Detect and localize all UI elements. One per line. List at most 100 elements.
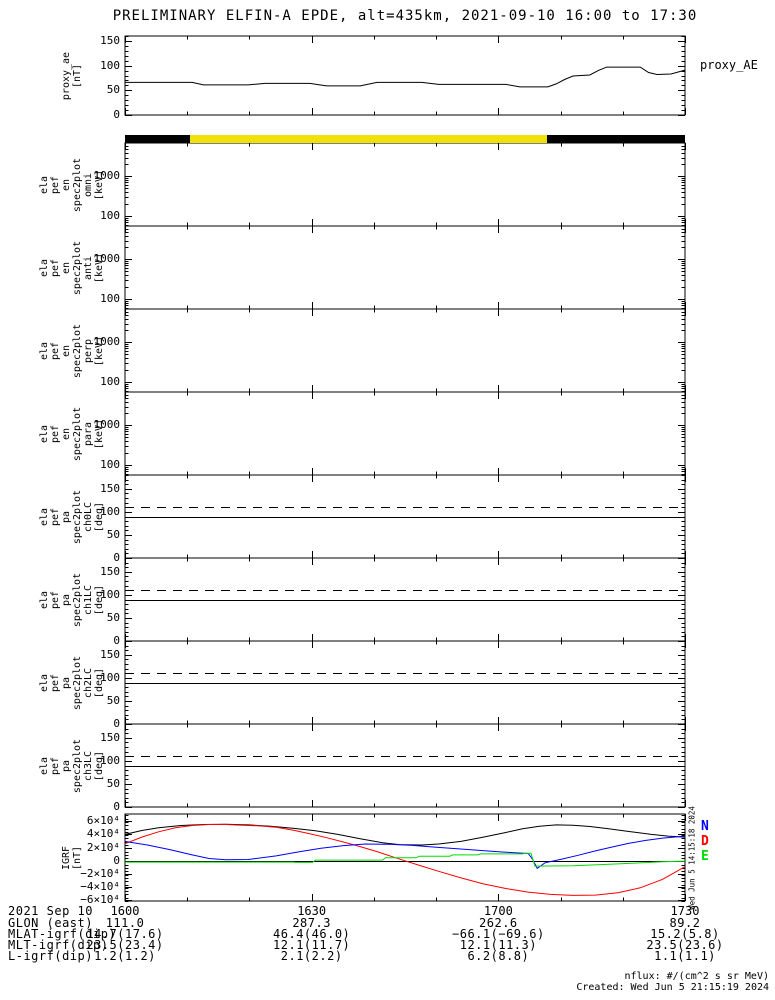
ephemeris-value-2-0: 23.5(23.4) [86,938,164,952]
nflux-units-note: nflux: #/(cm^2 s sr MeV) [624,971,770,982]
panel-en_spec_omni [124,142,686,227]
panel-pa_spec_ch0 [124,474,686,559]
ephemeris-row-label-3: L-igrf(dip) [8,949,93,963]
ephemeris-value-1-0: 14.7(17.6) [86,927,164,941]
status-bar-segment-1 [189,135,548,143]
panel-proxy_ae [124,35,686,116]
en_spec_omni-ytick-1000: 1000 [93,169,121,183]
pa_spec_ch0-axis-title-wrap: ela pef pa spec2plot ch0LC [deg] [28,475,116,558]
ephemeris-value-0-0: 111.0 [105,916,145,930]
proxy_ae-ytick-150: 150 [100,33,120,47]
igrf-series-D [124,824,686,896]
pa_spec_ch2-axis-title: ela pef pa spec2plot ch2LC [deg] [39,655,105,710]
created-timestamp: Created: Wed Jun 5 21:15:19 2024 [576,982,769,993]
panel-pa_spec_ch3 [124,723,686,808]
proxy_ae-annotation: proxy_AE [700,57,758,72]
pa_spec_ch3-axis-title: ela pef pa spec2plot ch3LC [deg] [39,738,105,793]
pa_spec_ch2-axis-title-wrap: ela pef pa spec2plot ch2LC [deg] [28,641,116,724]
pa_spec_ch2-ytick-150: 150 [100,647,120,661]
en_spec_perp-ytick-100: 100 [100,374,120,388]
en_spec_para-axis-title: ela pef en spec2plot para [keV] [39,406,105,461]
igrf-axis-title-wrap: IGRF [nT] [28,814,116,901]
igrf-ytick-0: 0 [113,853,120,867]
xtick-label-1600: 1600 [110,904,140,918]
date-label: 2021 Sep 10 [8,904,93,918]
en_spec_para-ytick-100: 100 [100,457,120,471]
pa_spec_ch1-ytick-0: 0 [113,634,120,647]
xtick-label-1730: 1730 [670,904,700,918]
ephemeris-value-3-2: 6.2(8.8) [467,949,530,963]
pa_spec_ch2-ytick-100: 100 [100,670,120,684]
pa_spec_ch0-ytick-0: 0 [113,551,120,564]
en_spec_omni-axis-title-wrap: ela pef en spec2plot omni [keV] [28,143,116,226]
ephemeris-value-3-0: 1.2(1.2) [94,949,156,963]
proxy_ae-series-proxy_AE [125,66,686,88]
pa_spec_ch1-axis-title-wrap: ela pef pa spec2plot ch1LC [deg] [28,558,116,641]
proxy_ae-ytick-0: 0 [113,108,120,121]
igrf-ytick-−2×10⁴: −2×10⁴ [80,866,120,880]
ephemeris-value-3-3: 1.1(1.1) [654,949,716,963]
panel-pa_spec_ch2 [124,640,686,725]
ephemeris-value-2-2: 12.1(11.3) [459,938,537,952]
igrf-ytick-4×10⁴: 4×10⁴ [86,827,120,841]
ephemeris-value-3-1: 2.1(2.2) [280,949,343,963]
proxy_ae-ytick-50: 50 [106,83,120,97]
pa_spec_ch3-ytick-100: 100 [100,753,120,767]
panel-igrf [124,813,686,902]
igrf-ytick-2×10⁴: 2×10⁴ [86,840,120,854]
ephemeris-value-0-2: 262.6 [479,916,518,930]
pa_spec_ch3-ytick-150: 150 [100,730,120,744]
ephemeris-value-0-1: 287.3 [292,916,331,930]
en_spec_anti-axis-title: ela pef en spec2plot anti [keV] [39,240,105,295]
legend-N: N [701,819,709,834]
pa_spec_ch1-ytick-50: 50 [106,610,120,624]
igrf-axis-title: IGRF [nT] [61,845,83,870]
en_spec_omni-ytick-100: 100 [100,208,120,222]
ephemeris-row-label-1: MLAT-igrf(dip) [8,927,117,941]
igrf-ytick-−4×10⁴: −4×10⁴ [80,880,120,894]
pa_spec_ch0-ytick-50: 50 [106,527,120,541]
en_spec_omni-axis-title: ela pef en spec2plot omni [keV] [39,157,105,212]
en_spec_anti-ytick-1000: 1000 [93,252,121,266]
xtick-label-1630: 1630 [297,904,327,918]
ephemeris-row-label-2: MLT-igrf(dip) [8,938,109,952]
en_spec_perp-ytick-1000: 1000 [93,335,121,349]
status-bar-segment-2 [547,135,685,143]
ephemeris-value-1-1: 46.4(46.0) [273,927,351,941]
ephemeris-value-2-1: 12.1(11.7) [273,938,351,952]
pa_spec_ch2-ytick-50: 50 [106,693,120,707]
legend-D: D [701,834,709,849]
status-bar-segment-0 [125,135,190,143]
status-bar [125,135,685,143]
pa_spec_ch2-ytick-0: 0 [113,717,120,730]
proxy_ae-axis-title: proxy_ae [nT] [60,51,83,100]
igrf-series-Btotal [124,823,686,846]
pa_spec_ch1-ytick-100: 100 [100,587,120,601]
legend-E: E [701,849,709,864]
proxy_ae-ytick-100: 100 [100,58,120,72]
en_spec_para-axis-title-wrap: ela pef en spec2plot para [keV] [28,392,116,475]
panel-en_spec_anti [124,225,686,310]
ephemeris-value-1-3: 15.2(5.8) [650,927,720,941]
panel-pa_spec_ch1 [124,557,686,642]
pa_spec_ch0-ytick-100: 100 [100,504,120,518]
pa_spec_ch0-axis-title: ela pef pa spec2plot ch0LC [deg] [39,489,105,544]
pa_spec_ch1-ytick-150: 150 [100,564,120,578]
ephemeris-value-1-2: −66.1(−69.6) [451,927,545,941]
en_spec_perp-axis-title-wrap: ela pef en spec2plot perp [keV] [28,309,116,392]
side-timestamp: Wed Jun 5 14:15:18 2024 [687,805,697,910]
en_spec_para-ytick-1000: 1000 [93,418,121,432]
ephemeris-row-label-0: GLON (east) [8,916,93,930]
igrf-series-E [125,852,686,867]
panel-en_spec_perp [124,308,686,393]
igrf-ytick-6×10⁴: 6×10⁴ [86,814,120,828]
igrf-series-N [124,835,686,870]
ephemeris-value-2-3: 23.5(23.6) [646,938,724,952]
en_spec_anti-axis-title-wrap: ela pef en spec2plot anti [keV] [28,226,116,309]
proxy_ae-axis-title-wrap: proxy_ae [nT] [28,36,116,115]
en_spec_anti-ytick-100: 100 [100,291,120,305]
pa_spec_ch0-ytick-150: 150 [100,481,120,495]
pa_spec_ch3-axis-title-wrap: ela pef pa spec2plot ch3LC [deg] [28,724,116,807]
pa_spec_ch1-axis-title: ela pef pa spec2plot ch1LC [deg] [39,572,105,627]
